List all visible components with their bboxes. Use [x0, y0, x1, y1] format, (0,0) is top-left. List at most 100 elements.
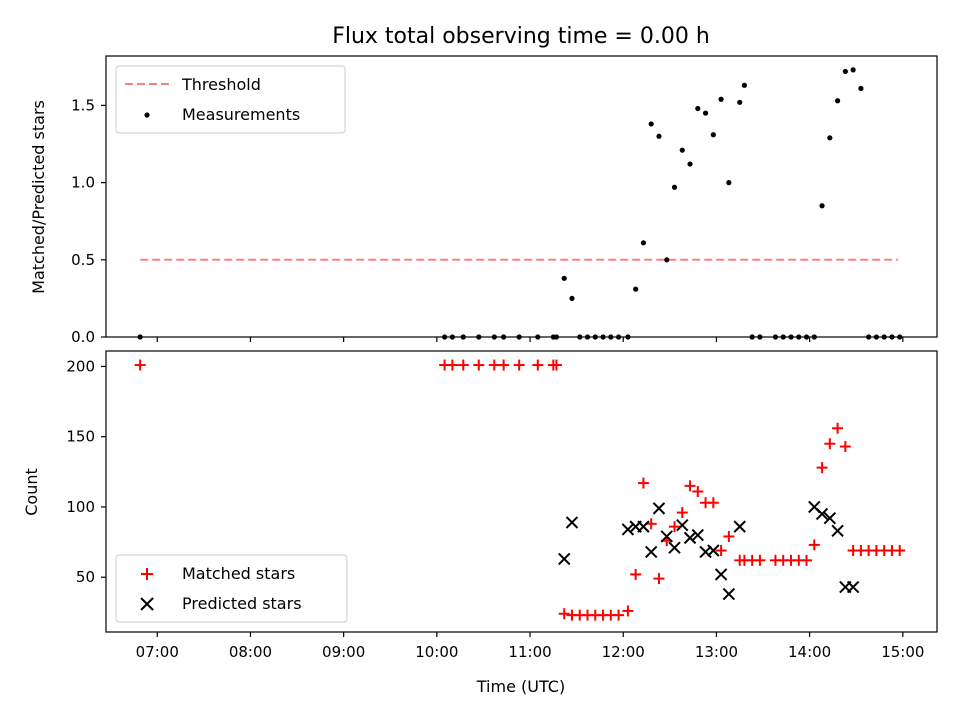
matched-star-point — [808, 539, 820, 551]
bottom-panel: 50 100 150 200 07:00 08:00 09:00 10:00 11:00 12:… — [22, 350, 938, 696]
measurement-point — [561, 275, 567, 281]
matched-star-point — [824, 438, 836, 450]
matched-star-point — [613, 609, 625, 621]
legend-measurements-swatch — [144, 112, 150, 118]
matched-star-point — [558, 608, 570, 620]
predicted-star-point — [668, 541, 681, 554]
legend-predicted-swatch — [140, 597, 154, 611]
predicted-star-point — [660, 530, 673, 543]
matched-star-point — [839, 441, 851, 453]
predicted-star-point — [565, 516, 579, 529]
measurement-point — [710, 132, 716, 138]
bottom-y-tick-label: 200 — [66, 357, 95, 375]
bottom-plot-elements — [134, 359, 906, 621]
measurement-point — [827, 135, 833, 141]
predicted-star-point — [644, 545, 658, 559]
legend-predicted-label: Predicted stars — [182, 594, 302, 613]
x-tick-label: 07:00 — [136, 643, 179, 661]
bottom-axes-frame — [105, 350, 938, 633]
bottom-y-tick-label: 100 — [66, 498, 95, 516]
x-tick-label: 14:00 — [788, 643, 831, 661]
measurement-point — [679, 147, 685, 153]
legend-threshold-label: Threshold — [181, 75, 261, 94]
measurement-point — [695, 105, 701, 112]
matched-star-point — [532, 359, 544, 371]
matched-star-point — [692, 486, 704, 497]
top-y-tick-label: 0.5 — [71, 251, 95, 269]
bottom-legend-box — [115, 554, 348, 623]
measurement-point — [671, 184, 678, 190]
predicted-star-point — [558, 552, 571, 566]
matched-star-point — [457, 359, 469, 371]
legend-matched-label: Matched stars — [182, 564, 295, 583]
matched-star-point — [630, 568, 642, 580]
predicted-star-point — [707, 544, 720, 557]
predicted-star-point — [676, 519, 689, 532]
chart-title: Flux total observing time = 0.00 h — [332, 24, 710, 49]
predicted-star-point — [823, 511, 837, 525]
measurement-point — [718, 96, 724, 102]
bottom-y-tick-label: 50 — [76, 568, 95, 586]
legend-matched-swatch — [141, 568, 153, 580]
measurement-point — [819, 203, 825, 209]
measurement-point — [687, 161, 693, 167]
x-tick-label: 08:00 — [229, 643, 272, 661]
legend-measurements-label: Measurements — [182, 105, 300, 124]
bottom-legend: Matched stars Predicted stars — [115, 554, 348, 623]
x-tick-label: 11:00 — [508, 643, 551, 661]
measurement-point — [633, 286, 639, 292]
matched-star-point — [754, 554, 766, 566]
x-tick-label: 09:00 — [322, 643, 365, 661]
matched-star-point — [637, 477, 649, 489]
matched-star-point — [134, 359, 146, 371]
measurement-point — [664, 257, 670, 263]
x-tick-label: 10:00 — [415, 643, 458, 661]
top-y-ticks: 0.0 0.5 1.0 1.5 — [71, 96, 106, 346]
predicted-star-point — [621, 523, 635, 536]
top-x-ticks — [156, 337, 904, 342]
matched-star-point — [668, 521, 680, 533]
x-tick-label: 15:00 — [881, 643, 924, 661]
predicted-star-point — [722, 587, 736, 601]
measurement-point — [834, 98, 841, 104]
x-tick-label: 13:00 — [695, 643, 738, 661]
predicted-star-point — [714, 568, 728, 581]
bottom-y-axis-label: Count — [22, 468, 41, 516]
top-axes-frame — [105, 55, 938, 338]
matched-star-point — [801, 554, 813, 566]
top-y-tick-label: 1.5 — [71, 96, 95, 114]
matched-star-point — [715, 545, 727, 557]
matched-star-point — [832, 422, 844, 434]
measurement-point — [737, 99, 743, 105]
x-axis-label: Time (UTC) — [476, 677, 565, 696]
measurement-point — [702, 110, 709, 116]
top-legend: Threshold Measurements — [115, 65, 346, 134]
measurement-point — [726, 180, 732, 186]
top-panel: 0.0 0.5 1.0 1.5 Matched/Predicted stars Thr… — [29, 55, 938, 346]
bottom-x-ticks: 07:00 08:00 09:00 10:00 11:00 12:00 13:00 14:00… — [136, 632, 924, 661]
measurement-point — [640, 240, 647, 246]
predicted-star-point — [691, 528, 705, 542]
matched-star-point — [676, 507, 688, 519]
measurement-point — [741, 82, 747, 88]
matched-star-point — [513, 359, 525, 371]
matched-star-point — [816, 462, 828, 474]
predicted-star-point — [831, 524, 844, 538]
measurement-point — [648, 121, 654, 127]
predicted-star-point — [637, 520, 650, 533]
top-y-tick-label: 1.0 — [71, 174, 95, 192]
matched-star-point — [446, 359, 458, 371]
matched-star-point — [498, 359, 510, 371]
predicted-star-point — [815, 507, 829, 521]
bottom-y-tick-label: 150 — [66, 428, 95, 446]
predicted-star-point — [846, 580, 860, 594]
x-tick-label: 12:00 — [602, 643, 645, 661]
matched-star-point — [684, 480, 696, 492]
matched-star-point — [550, 359, 562, 371]
matched-star-point — [473, 359, 485, 371]
predicted-star-point — [652, 502, 666, 515]
predicted-star-point — [683, 531, 697, 545]
predicted-star-point — [733, 520, 746, 533]
measurement-point — [656, 133, 662, 139]
